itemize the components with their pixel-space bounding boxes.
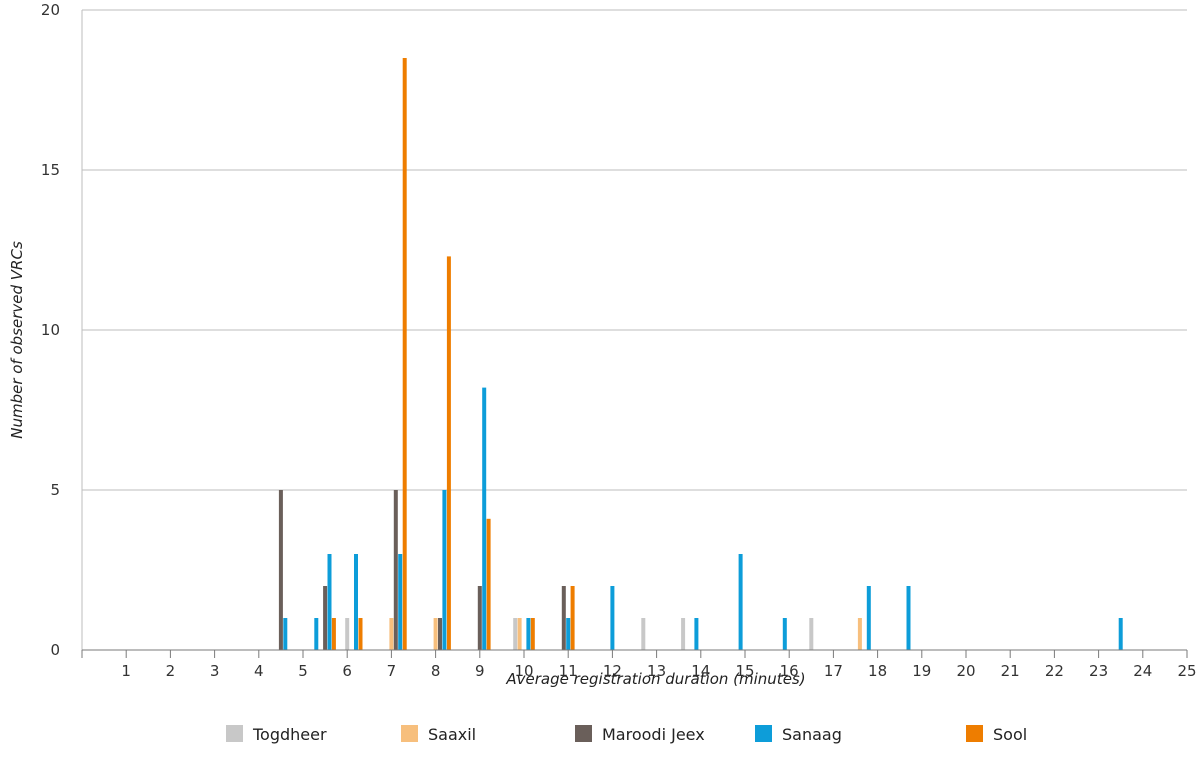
x-tick-label: 25 (1177, 662, 1196, 680)
bar-saaxil (517, 618, 522, 650)
bar-maroodi-jeex (561, 586, 566, 650)
x-tick-label: 1 (121, 662, 131, 680)
x-tick-label: 2 (166, 662, 176, 680)
legend-item-maroodi-jeex: Maroodi Jeex (575, 725, 705, 744)
legend-item-saaxil: Saaxil (401, 725, 476, 744)
legend-swatch (966, 725, 983, 742)
x-tick-label: 18 (868, 662, 887, 680)
x-tick-label: 19 (912, 662, 931, 680)
bar-sool (530, 618, 535, 650)
bar-sanaag (610, 586, 615, 650)
bar-togdheer (809, 618, 814, 650)
x-tick-label: 20 (956, 662, 975, 680)
bar-sanaag (782, 618, 787, 650)
x-tick-label: 7 (387, 662, 397, 680)
legend-swatch (755, 725, 772, 742)
bar-sool (402, 58, 407, 650)
bar-sanaag (482, 387, 487, 650)
x-tick-label: 9 (475, 662, 485, 680)
bar-sanaag (566, 618, 571, 650)
bar-sool (331, 618, 336, 650)
legend-swatch (401, 725, 418, 742)
x-tick-label: 8 (431, 662, 441, 680)
legend-swatch (226, 725, 243, 742)
y-axis-title: Number of observed VRCs (8, 241, 26, 439)
bar-togdheer (641, 618, 646, 650)
bar-sanaag (327, 554, 332, 650)
x-tick-label: 12 (603, 662, 622, 680)
x-tick-label: 14 (691, 662, 710, 680)
bar-sanaag (398, 554, 403, 650)
legend-label: Sool (993, 725, 1027, 744)
y-tick-label: 15 (41, 161, 60, 179)
grid-lines (81, 9, 1187, 650)
bar-maroodi-jeex (477, 586, 482, 650)
bar-sool (570, 586, 575, 650)
bar-sanaag (354, 554, 358, 650)
bar-togdheer (513, 618, 518, 650)
x-tick-label: 23 (1089, 662, 1108, 680)
bar-saaxil (389, 618, 394, 650)
x-tick-label: 13 (647, 662, 666, 680)
x-tick-label: 6 (342, 662, 352, 680)
x-axis: 1 2 3 4 5 6 7 8 9 10 11 12 13 14 15 16 17 18 19 20 21 22 23 24 2… (81, 649, 1197, 680)
x-tick-label: 24 (1133, 662, 1152, 680)
bar-maroodi-jeex (323, 586, 328, 650)
bar-maroodi-jeex (278, 490, 283, 650)
bar-saaxil (857, 618, 862, 650)
y-tick-label: 10 (41, 321, 60, 339)
bar-togdheer (681, 618, 686, 650)
bar-sanaag (442, 490, 447, 650)
bar-maroodi-jeex (438, 618, 442, 650)
x-axis-title: Average registration duration (minutes) (505, 670, 805, 688)
bar-sanaag (694, 618, 699, 650)
bar-sool (358, 618, 363, 650)
bar-sanaag (738, 554, 743, 650)
bar-togdheer (345, 618, 350, 650)
legend-label: Saaxil (428, 725, 476, 744)
legend-label: Maroodi Jeex (602, 725, 705, 744)
legend-item-togdheer: Togdheer (226, 725, 327, 744)
legend-swatch (575, 725, 592, 742)
legend: Togdheer Saaxil Maroodi Jeex Sanaag Sool (226, 725, 1027, 744)
bar-sanaag (866, 586, 871, 650)
bar-maroodi-jeex (393, 490, 398, 650)
bar-sanaag (283, 618, 288, 650)
x-tick-label: 21 (1001, 662, 1020, 680)
y-axis-ticks: 0 5 10 15 20 (41, 1, 60, 659)
legend-item-sanaag: Sanaag (755, 725, 842, 744)
bar-sanaag (1118, 618, 1123, 650)
y-tick-label: 5 (50, 481, 60, 499)
legend-label: Sanaag (782, 725, 842, 744)
x-tick-label: 10 (514, 662, 533, 680)
bars (278, 58, 1123, 650)
bar-saaxil (433, 618, 438, 650)
x-tick-label: 17 (824, 662, 843, 680)
x-tick-label: 22 (1045, 662, 1064, 680)
bar-sanaag (526, 618, 531, 650)
bar-sool (446, 256, 451, 650)
x-tick-label: 11 (559, 662, 578, 680)
x-tick-label: 5 (298, 662, 308, 680)
legend-label: Togdheer (252, 725, 327, 744)
x-tick-label: 3 (210, 662, 220, 680)
bar-sanaag (906, 586, 911, 650)
y-tick-label: 20 (41, 1, 60, 19)
x-tick-label: 16 (780, 662, 799, 680)
x-tick-label: 4 (254, 662, 264, 680)
legend-item-sool: Sool (966, 725, 1027, 744)
x-tick-label: 15 (735, 662, 754, 680)
y-tick-label: 0 (50, 641, 60, 659)
bar-sanaag (314, 618, 319, 650)
bar-sool (486, 518, 491, 650)
